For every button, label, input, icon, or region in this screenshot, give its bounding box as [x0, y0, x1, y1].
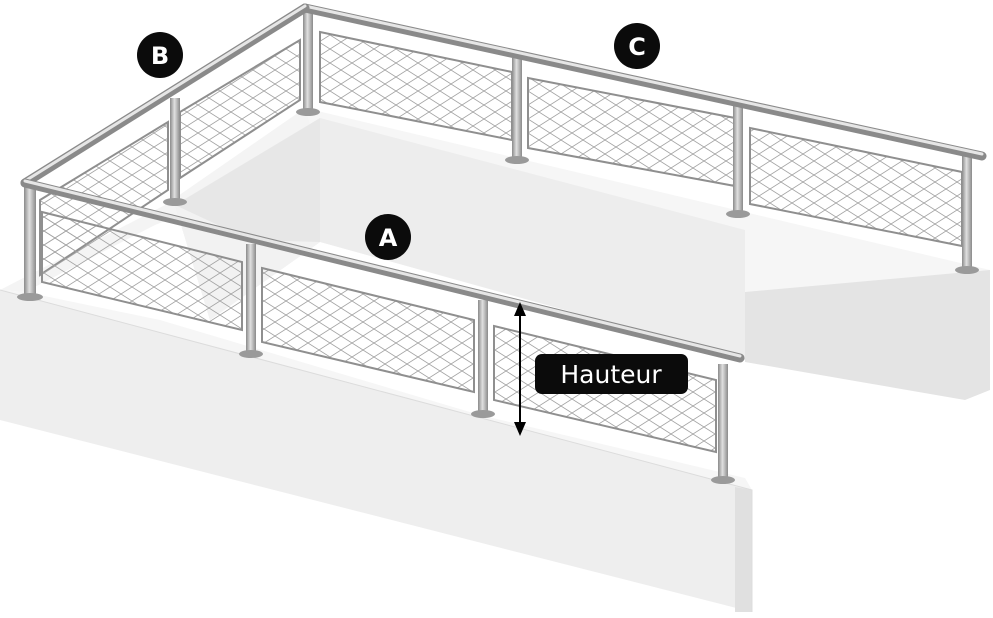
badge-b: B [137, 32, 183, 78]
height-dimension: Hauteur [514, 302, 688, 436]
post-base [955, 266, 979, 274]
post-a-end [718, 364, 728, 480]
wall-front-c [745, 270, 990, 400]
badge-a: A [365, 214, 411, 260]
badge-b-label: B [151, 42, 169, 70]
post-base [239, 350, 263, 358]
handrail-b-highlight [23, 4, 307, 183]
post-a1 [246, 244, 256, 354]
post-c-corner [303, 8, 313, 112]
post-base [163, 198, 187, 206]
handrail-a [20, 178, 745, 363]
badge-a-circle [365, 214, 411, 260]
post-c-end [962, 156, 972, 270]
post-base [17, 293, 43, 301]
badge-c: C [614, 23, 660, 69]
post-c2 [733, 104, 743, 214]
post-base [711, 476, 735, 484]
handrails [20, 3, 987, 363]
wall-top-c [305, 108, 990, 292]
badge-a-label: A [379, 224, 398, 252]
wall-top-b [0, 108, 320, 292]
handrail-c-highlight [303, 4, 984, 156]
posts [17, 8, 979, 484]
badge-c-label: C [628, 33, 646, 61]
mesh-panel-a1 [41, 210, 243, 332]
post-a2 [478, 300, 488, 414]
height-label: Hauteur [560, 360, 662, 389]
post-a-corner [24, 185, 36, 297]
post-base [726, 210, 750, 218]
height-label-box [535, 354, 688, 394]
wall-front-a [0, 290, 752, 612]
arrow-head-bottom [514, 422, 526, 436]
wall-side-a-end [735, 487, 752, 612]
handrail-b [20, 3, 310, 188]
badge-c-circle [614, 23, 660, 69]
post-b1 [170, 98, 180, 202]
mesh-panel-a2 [261, 266, 475, 394]
wall-inner-c [320, 118, 745, 360]
handrail-c [300, 3, 987, 161]
post-base [505, 156, 529, 164]
post-base [471, 410, 495, 418]
arrow-head-top [514, 302, 526, 316]
badge-b-circle [137, 32, 183, 78]
post-base [296, 108, 320, 116]
handrail-a-highlight [23, 179, 742, 358]
post-c1 [512, 58, 522, 160]
